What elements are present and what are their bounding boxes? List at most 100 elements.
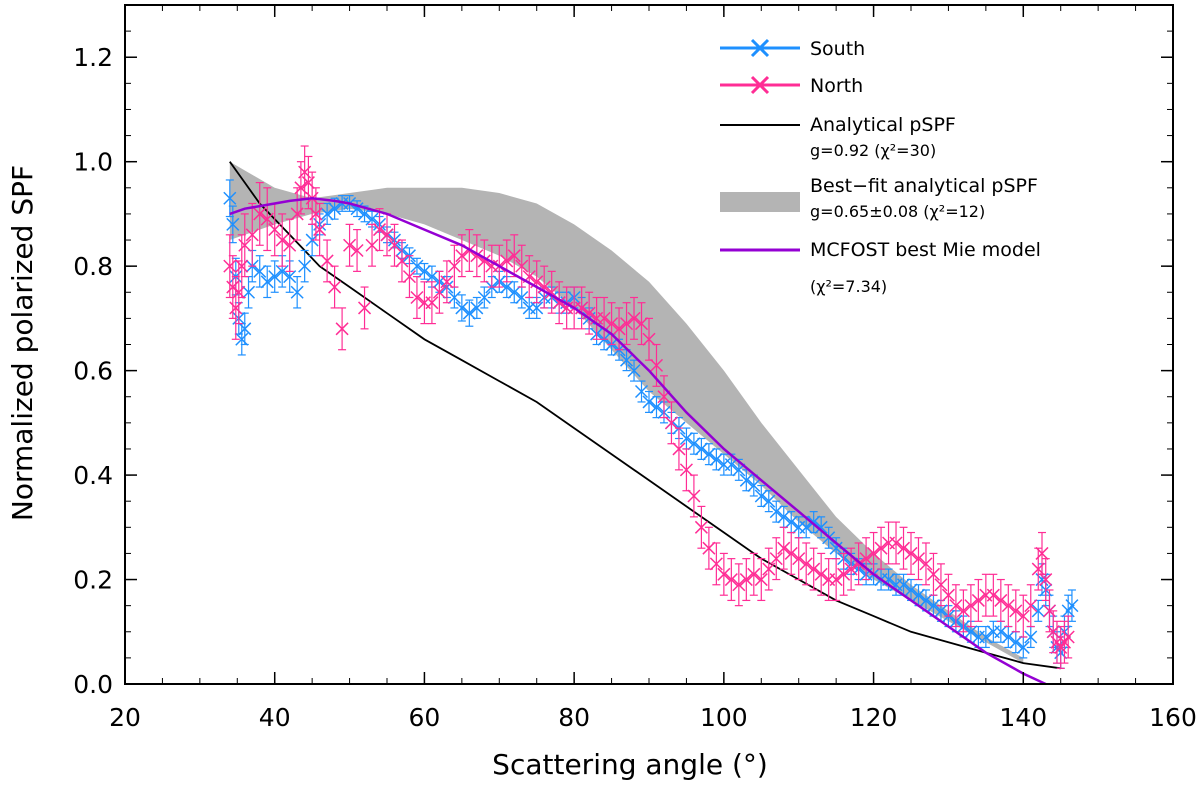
south-point [762, 490, 776, 513]
north-marker [672, 442, 686, 456]
south-marker [417, 264, 431, 278]
north-marker [335, 322, 349, 336]
north-point [358, 286, 372, 330]
north-point [522, 255, 536, 299]
south-marker [238, 322, 252, 336]
axes-layer: 20 40 60 80 100 120 140 160 0.0 0.2 0.4 0.6 0.8 1.0 1.… [73, 4, 1197, 732]
x-tick-label: 80 [558, 703, 590, 732]
north-point [605, 302, 619, 346]
north-marker [313, 223, 327, 237]
north-marker [687, 489, 701, 503]
south-point [290, 276, 304, 309]
north-marker [1039, 573, 1053, 587]
north-point [934, 563, 948, 607]
north-point [582, 291, 596, 335]
north-point [402, 255, 416, 299]
x-tick-label: 40 [259, 703, 291, 732]
south-marker [226, 217, 240, 231]
north-point [994, 578, 1008, 622]
best-fit-band-layer [229, 161, 1024, 664]
south-marker [320, 207, 334, 221]
south-marker [829, 541, 843, 555]
south-marker [1024, 630, 1038, 644]
south-marker [462, 306, 476, 320]
north-marker [859, 552, 873, 566]
north-point [432, 270, 446, 314]
north-marker [732, 578, 746, 592]
legend-mcfost-label: MCFOST best Mie model [810, 239, 1041, 261]
north-marker [260, 212, 274, 226]
south-marker [365, 212, 379, 226]
legend-item-analytical: Analytical pSPF g=0.92 (χ²=30) [720, 114, 956, 160]
south-point [238, 312, 252, 346]
south-marker [642, 395, 656, 409]
north-point [709, 542, 723, 586]
north-marker [380, 228, 394, 242]
north-point [440, 260, 454, 304]
south-marker [1009, 635, 1023, 649]
legend-mcfost-sub: (χ²=7.34) [810, 277, 887, 296]
north-marker [507, 249, 521, 263]
north-marker [328, 280, 342, 294]
south-marker [241, 285, 256, 299]
south-point [979, 625, 993, 649]
north-marker [694, 520, 708, 534]
north-point [238, 213, 252, 278]
south-point [477, 286, 491, 309]
north-point [754, 558, 768, 602]
south-point [470, 296, 484, 319]
north-marker [964, 599, 978, 613]
north-marker [919, 557, 933, 571]
legend-south-label: South [810, 38, 865, 60]
north-marker [874, 541, 888, 555]
legend-analytical-label: Analytical pSPF [810, 114, 956, 136]
north-point [387, 223, 402, 267]
north-marker [634, 317, 649, 331]
north-marker [268, 223, 282, 237]
north-marker [350, 243, 364, 258]
north-marker [754, 573, 768, 587]
legend-item-north: North [720, 75, 863, 97]
north-point [732, 563, 746, 607]
north-marker [739, 573, 753, 587]
south-point [1031, 599, 1045, 622]
north-marker [245, 228, 259, 242]
north-marker [949, 599, 963, 613]
south-marker [425, 270, 439, 284]
y-tick-label: 1.2 [73, 43, 113, 72]
north-point [777, 526, 791, 570]
north-marker [253, 207, 267, 221]
south-point [882, 568, 896, 591]
north-marker [956, 604, 970, 618]
x-axis-title: Scattering angle (°) [492, 748, 768, 781]
south-marker [882, 573, 896, 587]
south-marker [290, 285, 304, 299]
north-point [500, 239, 514, 283]
north-point [986, 573, 1000, 617]
legend: South North Analytical pSPF g=0.92 (χ²=3… [720, 38, 1041, 296]
north-marker [784, 546, 798, 560]
south-marker [694, 442, 708, 456]
south-marker [260, 275, 274, 289]
south-marker [507, 285, 521, 299]
south-point [223, 179, 237, 218]
south-marker [709, 452, 723, 466]
south-point [462, 299, 476, 327]
north-point [926, 552, 940, 596]
south-marker [627, 364, 641, 378]
y-tick-label: 1.0 [73, 148, 113, 177]
north-marker [911, 552, 926, 566]
legend-bestfit-sub: g=0.65±0.08 (χ²=12) [810, 202, 985, 221]
north-marker [387, 238, 402, 252]
south-marker [1031, 604, 1045, 618]
north-point [672, 427, 686, 471]
south-point [642, 390, 656, 413]
y-tick-label: 0.0 [73, 670, 113, 699]
legend-item-mcfost: MCFOST best Mie model (χ²=7.34) [720, 239, 1041, 296]
north-marker [410, 290, 424, 305]
north-point [1024, 584, 1038, 628]
north-point [1009, 589, 1023, 633]
south-marker [1016, 640, 1030, 654]
south-marker [979, 630, 993, 644]
